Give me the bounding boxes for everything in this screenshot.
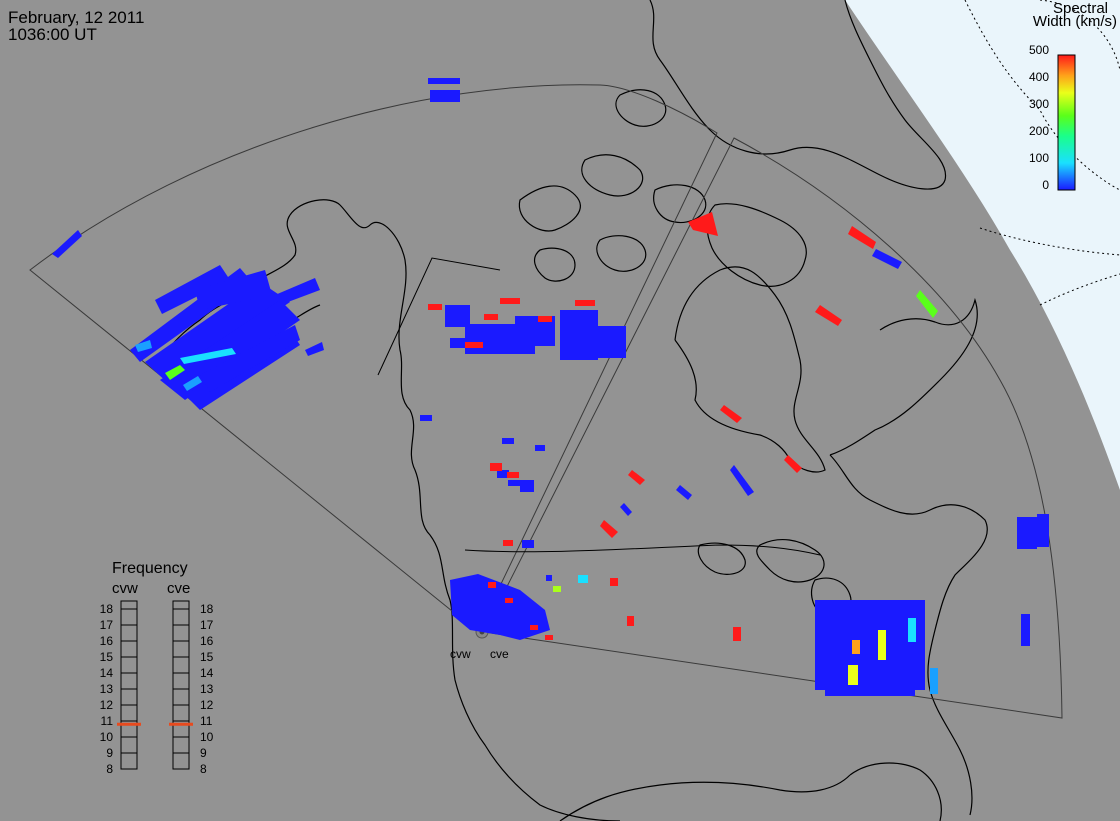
frequency-label-cvw: cvw bbox=[112, 580, 138, 597]
colorbar-tick-100: 100 bbox=[1029, 151, 1049, 165]
fov-boundary-cve bbox=[483, 137, 1063, 719]
frequency-level-label-left: 12 bbox=[100, 698, 114, 712]
colorbar-tick-400: 400 bbox=[1029, 70, 1049, 84]
date-label: February, 12 2011 bbox=[8, 8, 145, 27]
frequency-level-label-left: 17 bbox=[100, 618, 114, 632]
scatter-cve bbox=[600, 212, 1049, 696]
frequency-level-label-right: 14 bbox=[200, 666, 214, 680]
fov-boundary-cvw bbox=[29, 84, 718, 633]
colorbar-title-line1: Spectral bbox=[1052, 0, 1108, 17]
frequency-level-label-right: 17 bbox=[200, 618, 214, 632]
daylight-region bbox=[845, 0, 1120, 490]
frequency-level-label-right: 15 bbox=[200, 650, 214, 664]
frequency-level-label-left: 14 bbox=[100, 666, 114, 680]
frequency-level-label-right: 10 bbox=[200, 730, 214, 744]
frequency-level-label-right: 16 bbox=[200, 634, 214, 648]
colorbar-tick-500: 500 bbox=[1029, 43, 1049, 57]
frequency-level-label-right: 9 bbox=[200, 746, 207, 760]
frequency-level-label-right: 8 bbox=[200, 762, 207, 776]
frequency-level-label-right: 13 bbox=[200, 682, 214, 696]
colorbar-title-line2: Width (km/s) bbox=[1032, 13, 1117, 30]
radar-label-cve: cve bbox=[490, 647, 509, 661]
frequency-panel: 18 18 17 17 16 16 15 15 14 14 13 13 12 12 11 11 10 10 9 9 8 8 bbox=[100, 600, 214, 776]
frequency-level-label-left: 9 bbox=[106, 746, 113, 760]
frequency-level-label-left: 13 bbox=[100, 682, 114, 696]
frequency-level-label-left: 18 bbox=[100, 602, 114, 616]
latitude-circles bbox=[964, 0, 1120, 306]
colorbar-tick-200: 200 bbox=[1029, 124, 1049, 138]
frequency-title: Frequency bbox=[112, 560, 188, 577]
time-label: 1036:00 UT bbox=[8, 25, 97, 44]
frequency-level-label-left: 15 bbox=[100, 650, 114, 664]
radar-label-cvw: cvw bbox=[450, 647, 471, 661]
frequency-level-label-left: 10 bbox=[100, 730, 114, 744]
frequency-label-cve: cve bbox=[167, 580, 191, 597]
frequency-level-label-right: 12 bbox=[200, 698, 214, 712]
coastlines bbox=[159, 0, 988, 821]
colorbar-tick-300: 300 bbox=[1029, 97, 1049, 111]
frequency-level-label-left: 8 bbox=[106, 762, 113, 776]
colorbar-tick-0: 0 bbox=[1042, 178, 1049, 192]
frequency-level-label-left: 11 bbox=[101, 714, 114, 728]
scatter-cvw bbox=[52, 78, 626, 640]
frequency-level-label-right: 18 bbox=[200, 602, 214, 616]
colorbar: 500 400 300 200 100 0 bbox=[1029, 43, 1076, 192]
borders bbox=[377, 257, 821, 556]
frequency-level-label-right: 11 bbox=[200, 714, 213, 728]
frequency-level-label-left: 16 bbox=[100, 634, 114, 648]
